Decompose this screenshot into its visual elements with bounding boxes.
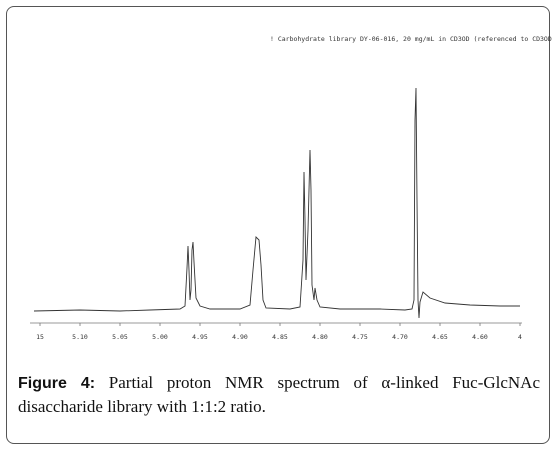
- x-tick-label: 5.10: [72, 333, 88, 341]
- x-tick-label: 5.00: [152, 333, 168, 341]
- x-tick-label: 4.80: [312, 333, 328, 341]
- figure-caption: Figure 4: Partial proton NMR spectrum of…: [18, 371, 540, 418]
- figure-frame: [6, 6, 550, 444]
- x-tick-label: 4.75: [352, 333, 368, 341]
- x-tick-label: 15: [36, 333, 44, 341]
- spectrum-trace: [33, 87, 520, 319]
- x-tick-label: 4: [518, 333, 522, 341]
- x-tick-label: 4.95: [192, 333, 208, 341]
- x-tick-label: 4.90: [232, 333, 248, 341]
- nmr-spectrum: ! Carbohydrate library DY-06-016, 20 mg/…: [30, 35, 552, 341]
- caption-text: Partial proton NMR spectrum of α-linked …: [18, 373, 540, 416]
- x-tick-label: 4.70: [392, 333, 408, 341]
- x-tick-label: 5.05: [112, 333, 128, 341]
- x-tick-label: 4.60: [472, 333, 488, 341]
- spectrum-header: ! Carbohydrate library DY-06-016, 20 mg/…: [270, 35, 552, 43]
- x-tick-label: 4.85: [272, 333, 288, 341]
- x-tick-label: 4.65: [432, 333, 448, 341]
- caption-label: Figure 4:: [18, 375, 96, 392]
